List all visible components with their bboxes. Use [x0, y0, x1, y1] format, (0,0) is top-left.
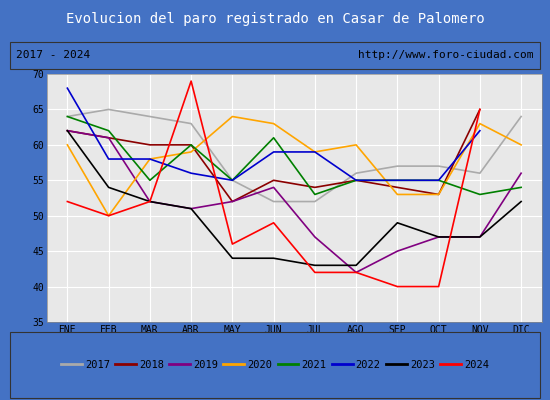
Text: Evolucion del paro registrado en Casar de Palomero: Evolucion del paro registrado en Casar d…: [65, 12, 485, 26]
Text: http://www.foro-ciudad.com: http://www.foro-ciudad.com: [358, 50, 534, 60]
Text: 2017 - 2024: 2017 - 2024: [16, 50, 91, 60]
Legend: 2017, 2018, 2019, 2020, 2021, 2022, 2023, 2024: 2017, 2018, 2019, 2020, 2021, 2022, 2023…: [57, 356, 493, 374]
